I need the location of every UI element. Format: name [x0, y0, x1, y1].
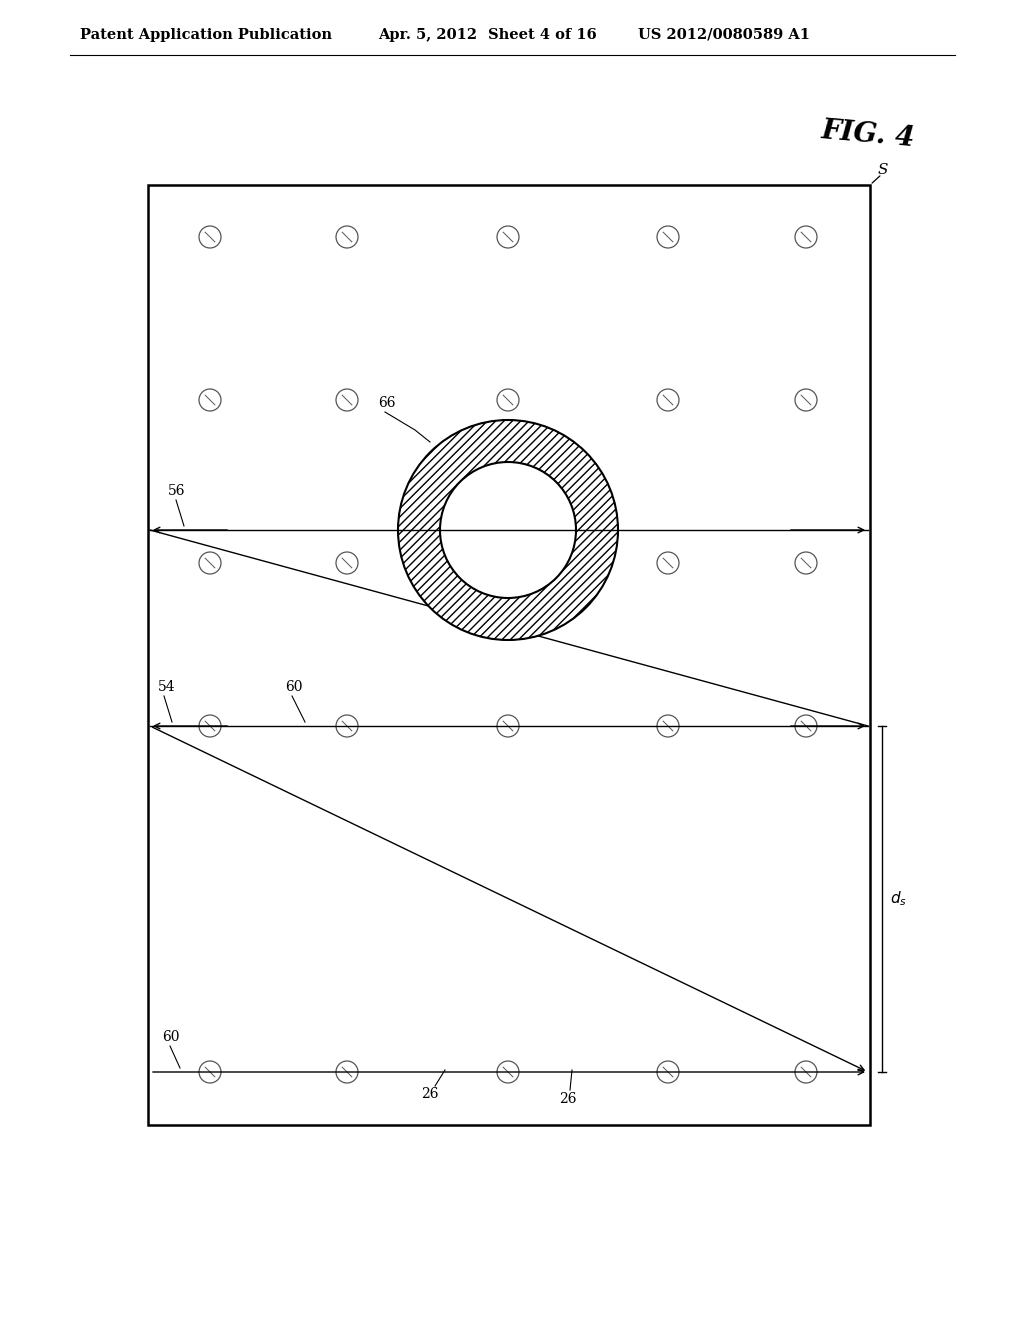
Text: 54: 54 [158, 680, 176, 694]
Ellipse shape [795, 226, 817, 248]
Ellipse shape [336, 226, 358, 248]
Text: 26: 26 [421, 1086, 438, 1101]
Bar [148, 185, 870, 1125]
Ellipse shape [657, 1061, 679, 1082]
Ellipse shape [199, 389, 221, 411]
Ellipse shape [497, 226, 519, 248]
Ellipse shape [336, 389, 358, 411]
Ellipse shape [657, 715, 679, 737]
Text: FIG. 4: FIG. 4 [820, 117, 916, 153]
Ellipse shape [795, 715, 817, 737]
Ellipse shape [795, 389, 817, 411]
Circle shape [440, 462, 575, 598]
Ellipse shape [199, 552, 221, 574]
Ellipse shape [497, 715, 519, 737]
Text: S: S [878, 162, 889, 177]
Ellipse shape [336, 552, 358, 574]
Text: $d_s$: $d_s$ [890, 890, 907, 908]
Ellipse shape [336, 715, 358, 737]
Ellipse shape [336, 1061, 358, 1082]
Text: Apr. 5, 2012: Apr. 5, 2012 [378, 28, 477, 42]
Text: 56: 56 [168, 484, 185, 498]
Ellipse shape [657, 552, 679, 574]
Ellipse shape [497, 519, 519, 541]
Ellipse shape [199, 715, 221, 737]
Ellipse shape [497, 552, 519, 574]
Text: 26: 26 [559, 1092, 577, 1106]
Circle shape [398, 420, 618, 640]
Ellipse shape [199, 226, 221, 248]
Ellipse shape [657, 389, 679, 411]
Text: 66: 66 [378, 396, 395, 411]
Ellipse shape [795, 552, 817, 574]
Ellipse shape [657, 226, 679, 248]
Ellipse shape [199, 1061, 221, 1082]
Text: 60: 60 [162, 1030, 179, 1044]
Ellipse shape [497, 1061, 519, 1082]
Text: Patent Application Publication: Patent Application Publication [80, 28, 332, 42]
Ellipse shape [795, 1061, 817, 1082]
Text: US 2012/0080589 A1: US 2012/0080589 A1 [638, 28, 810, 42]
Text: Sheet 4 of 16: Sheet 4 of 16 [488, 28, 597, 42]
Text: 60: 60 [285, 680, 302, 694]
Ellipse shape [497, 389, 519, 411]
